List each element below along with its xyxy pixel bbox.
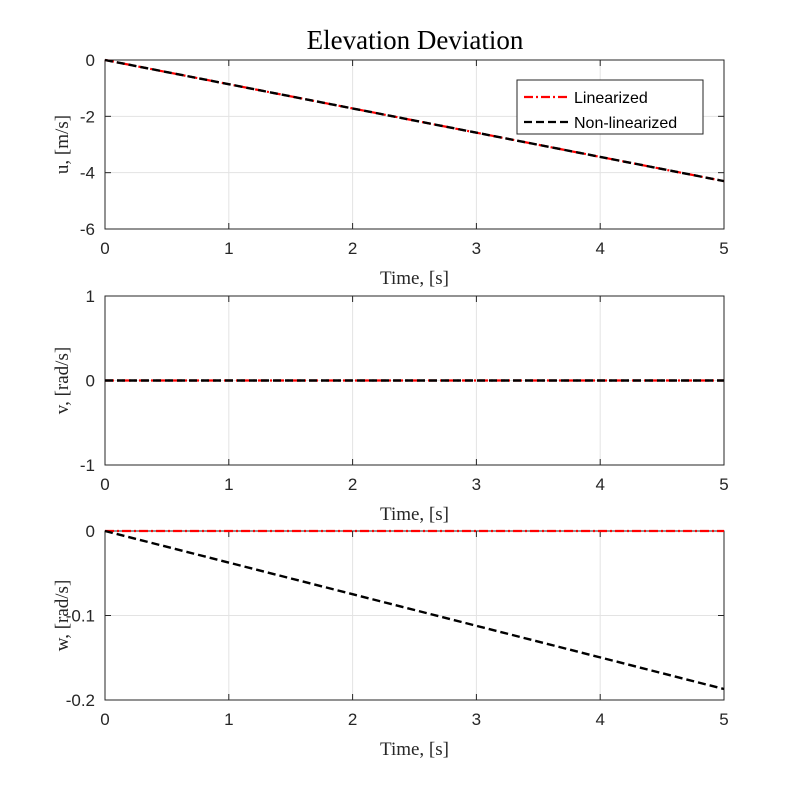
legend-label-non-linearized: Non-linearized	[574, 115, 677, 132]
legend-box	[516, 79, 704, 135]
y-axis-label: w, [rad/s]	[52, 580, 73, 652]
subplot-2: 0 1 2 3 4 5 -1 0 1 Time, [s] v, [rad/s]	[52, 287, 729, 525]
y-tick-label: 0	[86, 522, 95, 541]
x-tick-label: 2	[348, 710, 357, 729]
x-tick-label: 0	[100, 710, 109, 729]
figure-title: Elevation Deviation	[307, 25, 524, 55]
x-tick-label: 0	[100, 239, 109, 258]
y-tick-label: -2	[80, 107, 95, 126]
subplot-3: 0 1 2 3 4 5 -0.2 -0.1 0 Time, [s] w, [rad/s]	[52, 522, 729, 760]
axes-box	[104, 59, 725, 230]
subplot-1: 0 1 2 3 4 5 -6 -4 -2 0 Time, [s] u, [m/s] Linearized…	[52, 51, 729, 289]
x-tick-label: 5	[719, 710, 728, 729]
x-tick-label: 2	[348, 239, 357, 258]
y-axis-label: v, [rad/s]	[52, 347, 73, 414]
series-line-linearized	[104, 58, 725, 183]
x-tick-label: 4	[595, 475, 604, 494]
y-tick-label: 0	[86, 372, 95, 391]
x-tick-label: 1	[224, 239, 233, 258]
x-tick-label: 4	[595, 710, 604, 729]
x-tick-label: 5	[719, 239, 728, 258]
y-tick-label: 0	[86, 51, 95, 70]
x-axis-label: Time, [s]	[380, 739, 449, 760]
x-tick-label: 3	[472, 710, 481, 729]
y-tick-label: -0.2	[66, 691, 95, 710]
y-tick-label: -6	[80, 220, 95, 239]
y-tick-label: -1	[80, 456, 95, 475]
x-tick-label: 1	[224, 710, 233, 729]
y-tick-label: -0.1	[66, 607, 95, 626]
y-axis-label: u, [m/s]	[52, 115, 73, 174]
legend-label-linearized: Linearized	[574, 90, 648, 107]
x-tick-label: 3	[472, 475, 481, 494]
x-tick-label: 4	[595, 239, 604, 258]
x-tick-label: 3	[472, 239, 481, 258]
series-line-non-linearized	[104, 529, 725, 691]
legend: Linearized Non-linearized	[516, 79, 704, 135]
x-tick-label: 0	[100, 475, 109, 494]
x-tick-label: 1	[224, 475, 233, 494]
x-tick-label: 2	[348, 475, 357, 494]
x-tick-label: 5	[719, 475, 728, 494]
x-axis-label: Time, [s]	[380, 268, 449, 289]
y-tick-label: -4	[80, 164, 95, 183]
x-axis-label: Time, [s]	[380, 504, 449, 525]
series-line-non-linearized	[104, 58, 725, 183]
y-tick-label: 1	[86, 287, 95, 306]
subplots: 0 1 2 3 4 5 -6 -4 -2 0 Time, [s] u, [m/s] Linearized…	[52, 51, 729, 760]
